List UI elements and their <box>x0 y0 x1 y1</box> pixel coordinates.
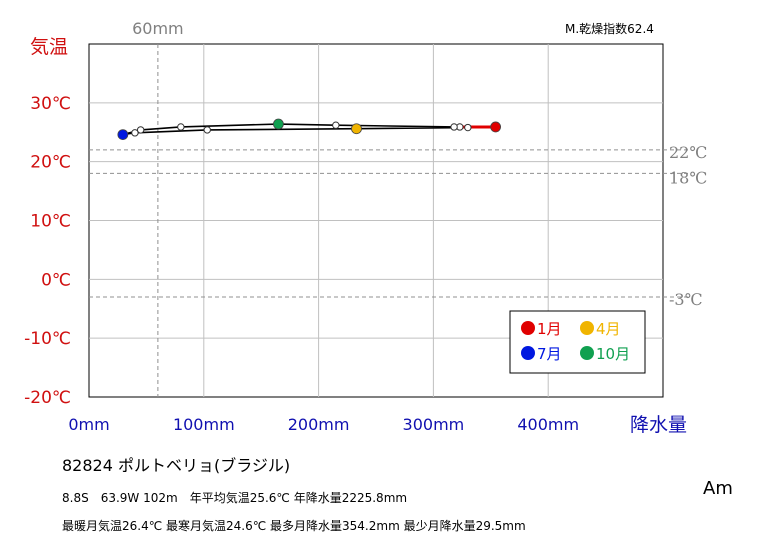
x-tick-label: 0mm <box>68 415 109 434</box>
legend-marker <box>521 321 535 335</box>
series-layer <box>117 118 502 141</box>
ref-label-v: 60mm <box>132 19 184 38</box>
legend-box <box>509 310 646 374</box>
x-tick-label: 100mm <box>173 415 235 434</box>
month-point-10月 <box>273 118 284 130</box>
y-tick-label: -20℃ <box>24 388 71 408</box>
tick-labels: 30℃ 20℃ 10℃ 0℃ -10℃ -20℃ 0mm 100mm 200mm 300mm 400… <box>24 94 579 434</box>
ref-label-h: -3℃ <box>669 290 702 309</box>
y-tick-label: 0℃ <box>41 270 71 290</box>
legend-label: 7月 <box>537 345 562 363</box>
legend-marker <box>521 346 535 360</box>
month-point-12月 <box>450 123 458 131</box>
x-tick-label: 300mm <box>403 415 465 434</box>
climate-class: Am <box>703 478 733 499</box>
legend-marker <box>580 321 594 335</box>
legend-marker <box>580 346 594 360</box>
month-point-1月 <box>490 121 502 133</box>
ref-label-h: 22℃ <box>669 143 707 162</box>
legend-label: 1月 <box>537 320 562 338</box>
legend-label: 4月 <box>596 320 621 338</box>
month-point-11月 <box>332 121 340 129</box>
month-point-6月 <box>131 129 139 137</box>
station-info: 8.8S 63.9W 102m 年平均気温25.6℃ 年降水量2225.8mm <box>62 491 408 505</box>
aridity-index: M.乾燥指数62.4 <box>565 22 654 36</box>
legend-label: 10月 <box>596 345 630 363</box>
chart-title: 82824 ポルトベリョ(ブラジル) <box>62 456 291 475</box>
month-point-5月 <box>203 126 211 134</box>
legend: 1月 4月 7月 10月 <box>509 310 646 374</box>
x-axis-title: 降水量 <box>630 414 688 436</box>
month-point-4月 <box>351 123 362 135</box>
month-point-9月 <box>177 123 185 131</box>
x-tick-label: 200mm <box>288 415 350 434</box>
y-axis-title: 気温 <box>30 36 69 58</box>
y-tick-label: -10℃ <box>24 329 71 349</box>
y-tick-label: 30℃ <box>30 94 71 114</box>
ref-label-h: 18℃ <box>669 168 707 187</box>
month-point-8月 <box>136 126 145 134</box>
extremes-info: 最暖月気温26.4℃ 最寒月気温24.6℃ 最多月降水量354.2mm 最少月降… <box>62 519 526 533</box>
month-point-3月 <box>464 123 472 132</box>
reference-lines: 60mm 22℃ 18℃ -3℃ <box>89 19 707 397</box>
month-point-7月 <box>117 129 129 141</box>
x-tick-label: 400mm <box>517 415 579 434</box>
y-tick-label: 10℃ <box>30 212 71 232</box>
y-tick-label: 20℃ <box>30 153 71 173</box>
